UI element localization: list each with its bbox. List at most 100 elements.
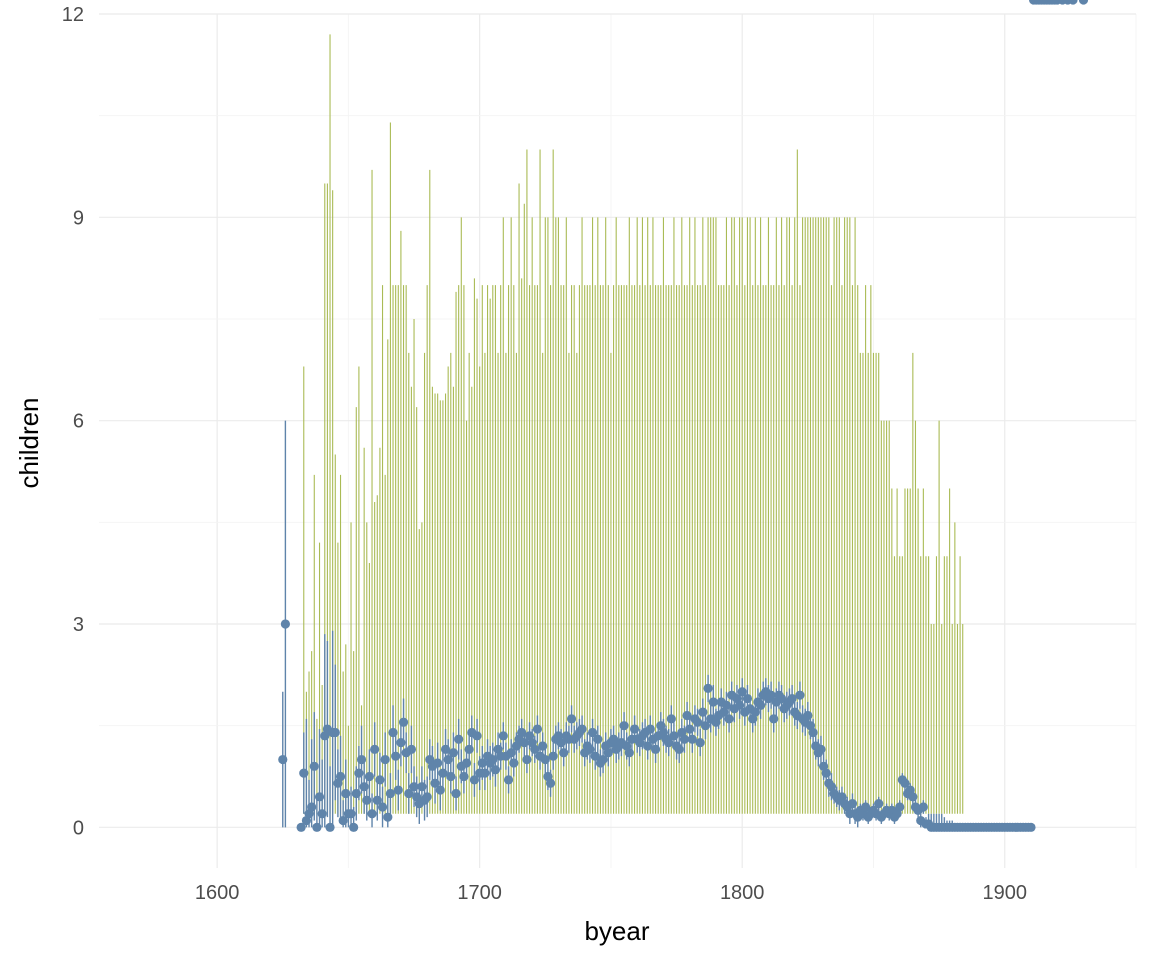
mean-point: [364, 771, 375, 782]
mean-point: [724, 714, 734, 724]
mean-point: [480, 768, 490, 778]
mean-point: [795, 690, 805, 700]
mean-point: [692, 717, 703, 727]
mean-point: [490, 765, 501, 775]
mean-point: [645, 724, 655, 734]
mean-point: [816, 744, 826, 754]
mean-point: [370, 744, 380, 754]
mean-point: [409, 782, 419, 792]
x-axis-label: byear: [584, 916, 649, 946]
mean-point: [451, 788, 461, 799]
mean-point: [278, 754, 288, 765]
mean-point: [721, 700, 732, 710]
mean-point: [435, 785, 445, 795]
mean-point: [847, 799, 858, 809]
mean-point: [317, 809, 327, 819]
mean-point: [593, 734, 603, 744]
mean-point: [674, 744, 684, 754]
mean-point: [488, 754, 498, 765]
mean-point: [664, 738, 674, 748]
mean-point: [406, 744, 417, 754]
mean-point: [498, 731, 508, 741]
mean-point: [446, 771, 456, 782]
mean-point: [587, 727, 598, 738]
mean-point: [509, 758, 519, 768]
x-tick-label: 1800: [720, 882, 765, 904]
mean-point: [808, 727, 818, 738]
mean-point: [548, 751, 558, 761]
mean-point: [559, 748, 569, 758]
mean-point: [506, 748, 516, 758]
mean-point: [354, 768, 364, 778]
mean-point: [874, 799, 884, 809]
mean-point: [330, 727, 340, 738]
mean-point: [341, 788, 351, 799]
y-tick-label: 12: [62, 4, 84, 26]
mean-point: [629, 724, 640, 734]
mean-point: [433, 758, 443, 768]
range-lines: [303, 34, 964, 814]
mean-point: [624, 748, 634, 758]
mean-point: [666, 714, 676, 724]
mean-point: [1078, 0, 1089, 5]
mean-point: [391, 751, 401, 761]
mean-point: [908, 792, 918, 802]
mean-points: [278, 0, 1089, 832]
mean-point: [417, 782, 427, 792]
mean-point: [787, 693, 797, 704]
mean-point: [538, 741, 548, 751]
mean-point: [280, 619, 290, 629]
mean-point: [918, 802, 928, 812]
mean-point: [396, 738, 406, 748]
mean-point: [695, 738, 705, 748]
mean-point: [448, 748, 459, 758]
mean-point: [398, 717, 409, 727]
mean-point: [314, 792, 325, 802]
mean-point: [1026, 822, 1036, 832]
mean-point: [742, 693, 753, 704]
mean-point: [443, 754, 453, 765]
x-tick-label: 1600: [195, 882, 240, 904]
mean-point: [769, 714, 779, 724]
mean-point: [577, 724, 587, 734]
y-tick-label: 0: [73, 817, 84, 839]
mean-point: [1068, 0, 1078, 5]
mean-point: [700, 721, 711, 731]
mean-point: [530, 744, 540, 754]
mean-point: [755, 700, 766, 710]
mean-point: [821, 768, 831, 778]
mean-point: [737, 687, 747, 697]
mean-point: [679, 734, 690, 744]
mean-point: [393, 785, 403, 795]
mean-point: [359, 782, 369, 792]
mean-point: [464, 744, 474, 754]
mean-point: [703, 683, 713, 693]
mean-point: [503, 775, 514, 785]
mean-point: [650, 744, 661, 754]
y-tick-label: 9: [73, 207, 84, 229]
mean-point: [643, 741, 653, 751]
mean-point: [351, 788, 361, 799]
mean-point: [356, 754, 367, 765]
mean-point: [469, 775, 480, 785]
mean-point: [698, 707, 708, 717]
mean-point: [585, 744, 595, 754]
mean-point: [900, 778, 910, 788]
mean-point: [598, 754, 608, 765]
mean-point: [438, 768, 448, 778]
y-tick-label: 3: [73, 614, 84, 636]
mean-point: [346, 809, 356, 819]
mean-point: [349, 822, 359, 832]
mean-point: [388, 727, 398, 738]
mean-point: [682, 710, 692, 721]
mean-point: [380, 754, 390, 765]
mean-point: [299, 768, 309, 778]
mean-point: [362, 795, 372, 805]
mean-point: [461, 758, 472, 768]
mean-point: [669, 731, 679, 741]
mean-point: [895, 802, 905, 812]
mean-point: [540, 754, 550, 765]
mean-point: [325, 822, 335, 832]
mean-point: [430, 778, 440, 788]
mean-point: [685, 724, 695, 734]
